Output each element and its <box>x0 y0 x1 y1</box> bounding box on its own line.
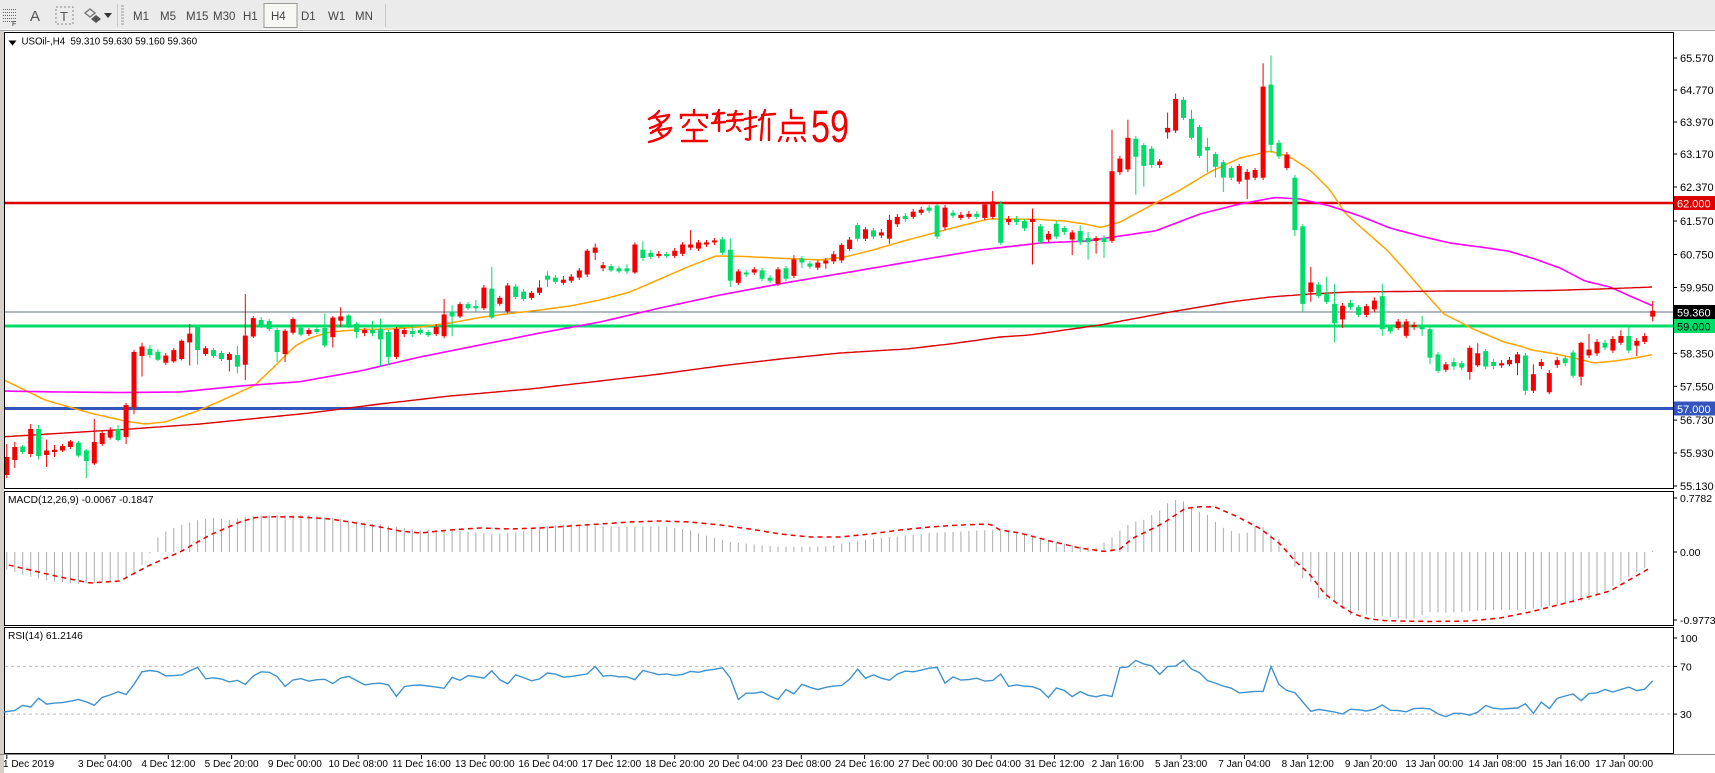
svg-text:65.570: 65.570 <box>1680 53 1714 65</box>
svg-text:5 Dec 20:00: 5 Dec 20:00 <box>205 759 259 770</box>
svg-text:1 Dec 2019: 1 Dec 2019 <box>3 759 55 770</box>
svg-text:8 Jan 12:00: 8 Jan 12:00 <box>1282 759 1335 770</box>
svg-text:14 Jan 08:00: 14 Jan 08:00 <box>1469 759 1527 770</box>
svg-text:13 Jan 00:00: 13 Jan 00:00 <box>1405 759 1463 770</box>
svg-text:30 Dec 04:00: 30 Dec 04:00 <box>961 759 1021 770</box>
svg-text:USOil-,H4 59.310 59.630 59.16: USOil-,H4 59.310 59.630 59.160 59.360 <box>22 37 198 48</box>
svg-text:W1: W1 <box>328 11 345 23</box>
svg-text:M1: M1 <box>133 11 149 23</box>
svg-text:17 Jan 00:00: 17 Jan 00:00 <box>1595 759 1653 770</box>
svg-text:MN: MN <box>355 11 373 23</box>
svg-text:58.350: 58.350 <box>1680 348 1714 360</box>
svg-text:A: A <box>30 8 40 25</box>
svg-text:16 Dec 04:00: 16 Dec 04:00 <box>518 759 578 770</box>
svg-text:15 Jan 16:00: 15 Jan 16:00 <box>1532 759 1590 770</box>
svg-text:2 Jan 16:00: 2 Jan 16:00 <box>1092 759 1145 770</box>
svg-text:23 Dec 08:00: 23 Dec 08:00 <box>772 759 832 770</box>
svg-text:62.370: 62.370 <box>1680 182 1714 194</box>
svg-text:60.750: 60.750 <box>1680 250 1714 262</box>
svg-text:63.970: 63.970 <box>1680 117 1714 129</box>
svg-text:D1: D1 <box>301 11 316 23</box>
svg-text:70: 70 <box>1680 661 1692 673</box>
svg-text:H4: H4 <box>271 11 286 23</box>
svg-text:63.170: 63.170 <box>1680 149 1714 161</box>
svg-text:31 Dec 12:00: 31 Dec 12:00 <box>1025 759 1085 770</box>
svg-text:9 Dec 00:00: 9 Dec 00:00 <box>268 759 322 770</box>
svg-text:62.000: 62.000 <box>1677 199 1711 211</box>
svg-text:11 Dec 16:00: 11 Dec 16:00 <box>392 759 451 770</box>
svg-text:20 Dec 04:00: 20 Dec 04:00 <box>708 759 768 770</box>
svg-text:57.550: 57.550 <box>1680 381 1714 393</box>
svg-text:5 Jan 23:00: 5 Jan 23:00 <box>1155 759 1208 770</box>
svg-text:T: T <box>60 9 68 24</box>
svg-text:9 Jan 20:00: 9 Jan 20:00 <box>1345 759 1398 770</box>
svg-text:59.360: 59.360 <box>1677 308 1711 320</box>
svg-text:17 Dec 12:00: 17 Dec 12:00 <box>582 759 642 770</box>
svg-text:100: 100 <box>1680 633 1698 645</box>
svg-text:30: 30 <box>1680 709 1692 721</box>
svg-text:59: 59 <box>811 103 849 153</box>
svg-text:56.730: 56.730 <box>1680 415 1714 427</box>
svg-text:H1: H1 <box>243 11 258 23</box>
svg-text:7 Jan 04:00: 7 Jan 04:00 <box>1218 759 1271 770</box>
svg-text:0.7782: 0.7782 <box>1680 493 1712 505</box>
svg-text:0.00: 0.00 <box>1680 547 1701 559</box>
svg-text:24 Dec 16:00: 24 Dec 16:00 <box>835 759 895 770</box>
svg-text:F: F <box>12 21 16 28</box>
svg-text:M30: M30 <box>213 11 235 23</box>
svg-text:13 Dec 00:00: 13 Dec 00:00 <box>455 759 515 770</box>
svg-text:10 Dec 08:00: 10 Dec 08:00 <box>328 759 388 770</box>
svg-text:57.000: 57.000 <box>1677 404 1711 416</box>
svg-text:59.950: 59.950 <box>1680 283 1714 295</box>
svg-text:4 Dec 12:00: 4 Dec 12:00 <box>141 759 195 770</box>
svg-text:MACD(12,26,9) -0.0067 -0.1847: MACD(12,26,9) -0.0067 -0.1847 <box>8 495 154 506</box>
svg-text:55.930: 55.930 <box>1680 448 1714 460</box>
svg-text:M5: M5 <box>160 11 176 23</box>
svg-text:59.000: 59.000 <box>1677 322 1711 334</box>
svg-text:M15: M15 <box>186 11 208 23</box>
svg-text:64.770: 64.770 <box>1680 85 1714 97</box>
svg-text:18 Dec 20:00: 18 Dec 20:00 <box>645 759 705 770</box>
svg-text:27 Dec 00:00: 27 Dec 00:00 <box>898 759 958 770</box>
svg-text:RSI(14) 61.2146: RSI(14) 61.2146 <box>8 631 83 642</box>
svg-text:3 Dec 04:00: 3 Dec 04:00 <box>78 759 132 770</box>
svg-text:61.570: 61.570 <box>1680 216 1714 228</box>
svg-text:55.130: 55.130 <box>1680 481 1714 493</box>
svg-text:-0.9773: -0.9773 <box>1680 615 1715 627</box>
